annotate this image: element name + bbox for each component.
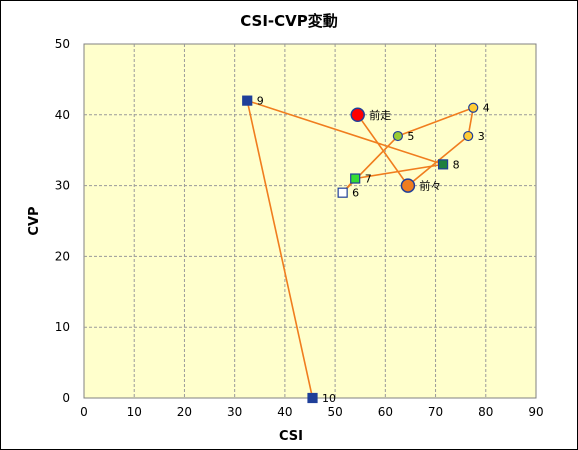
- y-tick-label: 0: [62, 391, 70, 405]
- x-tick-label: 70: [428, 405, 443, 419]
- point-label: 5: [407, 130, 414, 143]
- x-tick-label: 0: [80, 405, 88, 419]
- data-point: [242, 95, 253, 106]
- grid-lines: [84, 44, 536, 398]
- point-label: 前々: [419, 179, 441, 193]
- path-segment: [355, 163, 444, 180]
- chart-title: CSI-CVP変動: [240, 12, 338, 30]
- data-points: [242, 95, 479, 404]
- x-tick-label: 80: [478, 405, 493, 419]
- y-tick-label: 10: [55, 320, 70, 334]
- point-label: 3: [478, 130, 485, 143]
- point-label: 4: [483, 102, 490, 115]
- y-tick-label: 40: [55, 108, 70, 122]
- point-label: 7: [365, 173, 372, 186]
- plot-area: [83, 43, 537, 399]
- point-label: 6: [352, 187, 359, 200]
- path-segment: [397, 106, 474, 137]
- data-point: [337, 187, 348, 198]
- point-labels: 10 9 8 76 5 4 3 前々 前走: [257, 95, 490, 405]
- path-segment: [246, 100, 314, 399]
- x-tick-label: 40: [277, 405, 292, 419]
- data-point: [468, 102, 479, 113]
- y-tick-label: 20: [55, 249, 70, 263]
- x-tick-labels: 0 10 20 30 40 50 60 70 80 90: [80, 405, 543, 419]
- data-point: [350, 107, 365, 123]
- y-tick-labels: 0 10 20 30 40 50: [55, 37, 70, 405]
- point-label: 前走: [369, 108, 391, 122]
- x-axis-title: CSI: [279, 429, 303, 444]
- data-point: [400, 178, 416, 193]
- y-tick-label: 50: [55, 37, 70, 51]
- point-label: 9: [257, 95, 264, 108]
- data-point: [350, 173, 361, 184]
- x-tick-label: 20: [177, 405, 192, 419]
- data-point: [463, 130, 474, 142]
- x-tick-label: 50: [327, 405, 342, 419]
- x-tick-label: 60: [378, 405, 393, 419]
- y-axis-title: CVP: [27, 206, 42, 235]
- path-segment: [357, 114, 409, 187]
- data-point: [307, 392, 318, 404]
- point-label: 10: [322, 392, 336, 405]
- x-tick-label: 30: [227, 405, 242, 419]
- x-tick-label: 90: [528, 405, 543, 419]
- path-segment: [246, 99, 444, 166]
- data-point: [437, 159, 449, 170]
- data-point: [392, 130, 403, 142]
- y-tick-label: 30: [55, 179, 70, 193]
- x-tick-label: 10: [127, 405, 142, 419]
- point-label: 8: [453, 158, 460, 171]
